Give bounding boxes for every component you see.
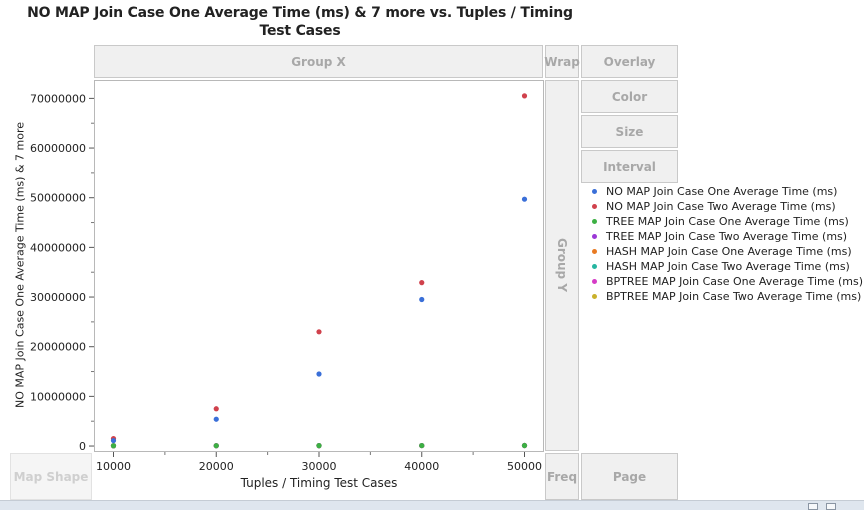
legend-item[interactable]: TREE MAP Join Case One Average Time (ms) — [590, 214, 863, 229]
legend-marker — [592, 189, 597, 194]
legend-label: BPTREE MAP Join Case Two Average Time (m… — [606, 290, 862, 303]
x-tick-label: 30000 — [302, 460, 337, 473]
data-point[interactable] — [110, 443, 117, 449]
legend-label: HASH MAP Join Case Two Average Time (ms) — [606, 260, 850, 273]
legend-marker — [592, 264, 597, 269]
y-tick-label: 60000000 — [30, 142, 86, 155]
legend-marker — [592, 219, 597, 224]
legend-item[interactable]: BPTREE MAP Join Case Two Average Time (m… — [590, 289, 863, 304]
data-point[interactable] — [316, 443, 322, 449]
interval-label: Interval — [603, 159, 656, 174]
legend-marker — [592, 249, 597, 254]
chart-title: NO MAP Join Case One Average Time (ms) &… — [27, 5, 573, 39]
legend-marker — [592, 294, 597, 299]
y-tick-label: 50000000 — [30, 192, 86, 205]
page-label: Page — [612, 469, 647, 484]
data-point[interactable] — [419, 280, 425, 286]
map-shape-zone[interactable]: Map Shape — [10, 453, 92, 500]
y-tick-label: 40000000 — [30, 241, 86, 254]
page-zone[interactable]: Page — [581, 453, 678, 500]
data-point[interactable] — [213, 443, 219, 449]
wrap-label: Wrap — [544, 54, 580, 69]
y-tick-label: 20000000 — [30, 341, 86, 354]
y-tick-label: 30000000 — [30, 291, 86, 304]
legend-item[interactable]: NO MAP Join Case Two Average Time (ms) — [590, 199, 863, 214]
legend-marker — [592, 279, 597, 284]
legend-label: TREE MAP Join Case Two Average Time (ms) — [606, 230, 848, 243]
group-y-label: Group Y — [555, 238, 569, 293]
data-point[interactable] — [419, 296, 425, 303]
interval-zone[interactable]: Interval — [581, 150, 678, 183]
group-y-zone[interactable]: Group Y — [545, 80, 579, 451]
map-shape-label: Map Shape — [13, 469, 89, 484]
x-tick-label: 40000 — [404, 460, 439, 473]
plot-area[interactable] — [94, 80, 544, 452]
legend-label: TREE MAP Join Case One Average Time (ms) — [606, 215, 849, 228]
legend-item[interactable]: NO MAP Join Case One Average Time (ms) — [590, 184, 863, 199]
data-point[interactable] — [316, 371, 322, 377]
y-tick-label: 10000000 — [30, 390, 86, 403]
x-tick-label: 10000 — [96, 460, 131, 473]
size-zone[interactable]: Size — [581, 115, 678, 148]
legend-marker — [592, 204, 597, 209]
legend-label: NO MAP Join Case Two Average Time (ms) — [606, 200, 836, 213]
overlay-zone[interactable]: Overlay — [581, 45, 678, 78]
freq-label: Freq — [546, 469, 578, 484]
legend-label: NO MAP Join Case One Average Time (ms) — [606, 185, 838, 198]
status-bar — [0, 500, 864, 510]
data-point[interactable] — [316, 329, 322, 335]
color-label: Color — [611, 89, 648, 104]
data-point[interactable] — [521, 442, 528, 449]
x-tick-label: 20000 — [199, 460, 234, 473]
y-tick-label: 0 — [79, 440, 86, 453]
legend-item[interactable]: BPTREE MAP Join Case One Average Time (m… — [590, 274, 863, 289]
legend[interactable]: NO MAP Join Case One Average Time (ms) NO… — [590, 184, 863, 304]
legend-marker — [592, 234, 597, 239]
data-point[interactable] — [213, 406, 219, 412]
data-point[interactable] — [521, 93, 528, 99]
data-point[interactable] — [521, 196, 528, 202]
legend-label: BPTREE MAP Join Case One Average Time (m… — [606, 275, 864, 288]
x-axis-title: Tuples / Timing Test Cases — [240, 476, 398, 490]
wrap-zone[interactable]: Wrap — [544, 45, 580, 78]
group-x-zone[interactable]: Group X — [94, 45, 543, 78]
y-tick-label: 70000000 — [30, 92, 86, 105]
legend-item[interactable]: TREE MAP Join Case Two Average Time (ms) — [590, 229, 863, 244]
data-point[interactable] — [213, 416, 219, 422]
freq-zone[interactable]: Freq — [545, 453, 579, 500]
legend-item[interactable]: HASH MAP Join Case Two Average Time (ms) — [590, 259, 863, 274]
overlay-label: Overlay — [603, 54, 656, 69]
color-zone[interactable]: Color — [581, 80, 678, 113]
data-point[interactable] — [419, 442, 425, 449]
legend-item[interactable]: HASH MAP Join Case One Average Time (ms) — [590, 244, 863, 259]
legend-label: HASH MAP Join Case One Average Time (ms) — [606, 245, 852, 258]
data-point[interactable] — [110, 437, 117, 444]
x-tick-label: 50000 — [507, 460, 542, 473]
group-x-label: Group X — [291, 54, 346, 69]
y-axis-title: NO MAP Join Case One Average Time (ms) &… — [13, 121, 27, 409]
size-label: Size — [615, 124, 644, 139]
